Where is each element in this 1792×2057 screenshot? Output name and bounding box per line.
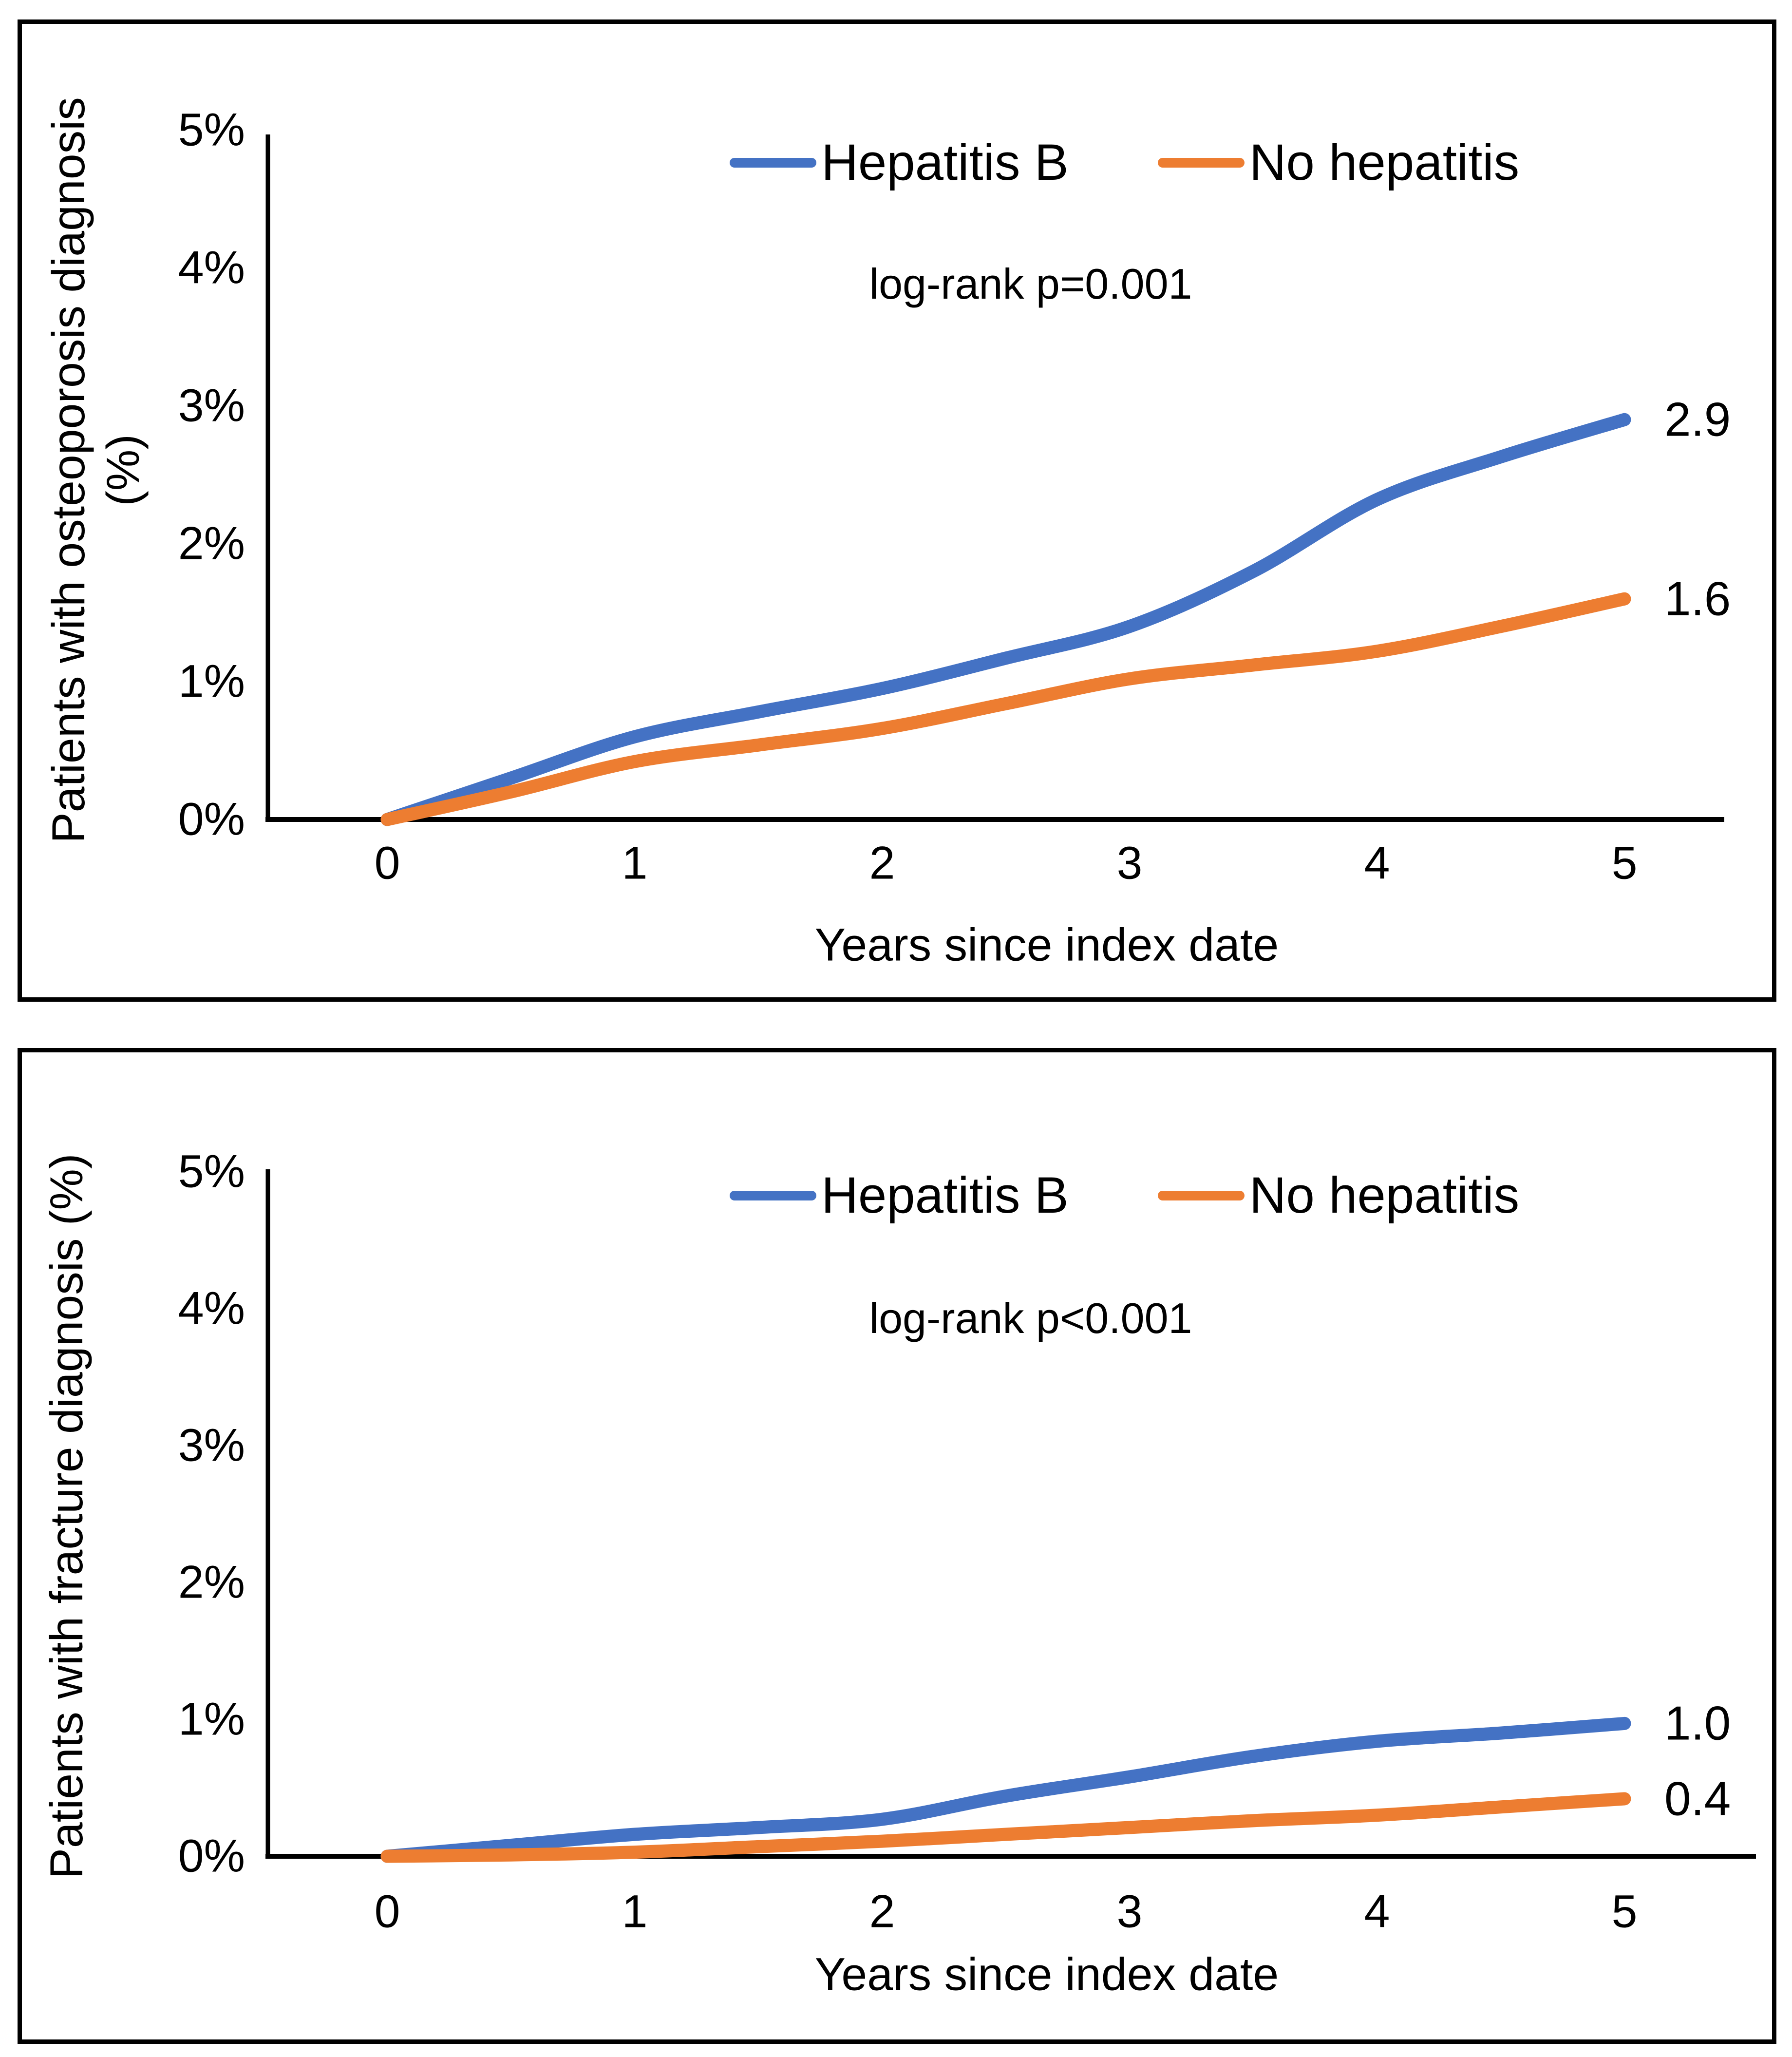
y-tick-label: 2% <box>178 1556 245 1608</box>
legend-line-hepatitis-b-icon <box>730 158 816 168</box>
y-tick-label: 0% <box>178 793 245 845</box>
end-value-label-no-hepatitis: 1.6 <box>1664 571 1731 626</box>
y-tick-label: 1% <box>178 1693 245 1745</box>
y-axis-title: Patients with osteoporosis diagnosis (%) <box>42 97 149 843</box>
legend-line-hepatitis-b-icon <box>730 1191 816 1200</box>
x-tick-label: 5 <box>1611 837 1638 889</box>
log-rank-annotation: log-rank p<0.001 <box>869 1294 1192 1342</box>
series-line-hepatitis-b <box>380 1716 1631 1863</box>
legend: Hepatitis B No hepatitis <box>730 133 1519 192</box>
end-value-label-hepatitis-b: 2.9 <box>1664 392 1731 446</box>
y-tick-label: 3% <box>178 1419 245 1471</box>
y-axis-title: Patients with fracture diagnosis (%) <box>40 1153 93 1879</box>
y-tick-label: 1% <box>178 655 245 707</box>
series-line-no-hepatitis <box>380 592 1631 826</box>
x-tick-label: 2 <box>869 837 895 889</box>
x-tick-label: 4 <box>1364 837 1390 889</box>
x-tick-label: 1 <box>622 1886 648 1938</box>
x-tick-label: 5 <box>1611 1886 1638 1938</box>
series-line-hepatitis-b <box>380 413 1631 826</box>
legend-label-hepatitis-b: Hepatitis B <box>821 1167 1069 1224</box>
x-axis-title: Years since index date <box>814 1948 1279 2000</box>
end-value-label-no-hepatitis: 0.4 <box>1664 1771 1731 1826</box>
legend-label-no-hepatitis: No hepatitis <box>1249 1167 1520 1224</box>
x-tick-label: 0 <box>374 1886 400 1938</box>
x-tick-label: 2 <box>869 1886 895 1938</box>
x-tick-label: 3 <box>1116 837 1143 889</box>
x-tick-label: 1 <box>622 837 648 889</box>
x-tick-label: 4 <box>1364 1886 1390 1938</box>
chart-panel-osteoporosis: Patients with osteoporosis diagnosis (%)… <box>18 19 1776 1002</box>
legend-label-hepatitis-b: Hepatitis B <box>821 134 1069 191</box>
y-tick-label: 0% <box>178 1830 245 1882</box>
y-tick-label: 3% <box>178 380 245 432</box>
plot-area-fracture <box>265 1169 1756 1863</box>
legend-label-no-hepatitis: No hepatitis <box>1249 134 1520 191</box>
end-value-label-hepatitis-b: 1.0 <box>1664 1696 1731 1750</box>
x-tick-label: 0 <box>374 837 400 889</box>
plot-area-osteoporosis <box>265 134 1724 826</box>
y-tick-label: 5% <box>178 104 245 156</box>
log-rank-annotation: log-rank p=0.001 <box>869 260 1192 308</box>
legend: Hepatitis B No hepatitis <box>730 1166 1519 1225</box>
y-tick-label: 4% <box>178 242 245 294</box>
legend-line-no-hepatitis-icon <box>1157 158 1245 168</box>
x-axis-title: Years since index date <box>814 919 1279 971</box>
y-tick-label: 2% <box>178 517 245 570</box>
y-tick-label: 5% <box>178 1145 245 1198</box>
legend-line-no-hepatitis-icon <box>1157 1191 1245 1200</box>
x-tick-label: 3 <box>1116 1886 1143 1938</box>
series-line-no-hepatitis <box>380 1792 1631 1863</box>
y-tick-label: 4% <box>178 1282 245 1334</box>
chart-panel-fracture: Patients with fracture diagnosis (%) Yea… <box>18 1048 1776 2044</box>
